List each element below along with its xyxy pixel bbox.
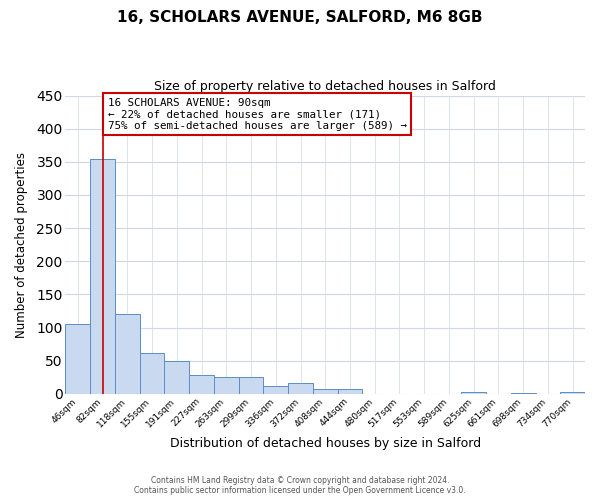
Y-axis label: Number of detached properties: Number of detached properties (15, 152, 28, 338)
Bar (90, 158, 115, 394)
Text: 16, SCHOLARS AVENUE, SALFORD, M6 8GB: 16, SCHOLARS AVENUE, SALFORD, M6 8GB (117, 10, 483, 25)
Bar (164, 362, 189, 394)
Bar (560, 392, 585, 394)
Bar (140, 354, 164, 394)
Bar (338, 388, 362, 394)
Bar (288, 383, 313, 394)
Bar (239, 377, 263, 394)
Title: Size of property relative to detached houses in Salford: Size of property relative to detached ho… (154, 80, 496, 93)
Text: Contains HM Land Registry data © Crown copyright and database right 2024.
Contai: Contains HM Land Registry data © Crown c… (134, 476, 466, 495)
Bar (115, 314, 140, 394)
Text: 16 SCHOLARS AVENUE: 90sqm
← 22% of detached houses are smaller (171)
75% of semi: 16 SCHOLARS AVENUE: 90sqm ← 22% of detac… (107, 98, 407, 130)
Bar (65, 324, 90, 394)
Bar (313, 389, 338, 394)
Bar (214, 376, 239, 394)
X-axis label: Distribution of detached houses by size in Salford: Distribution of detached houses by size … (170, 437, 481, 450)
Bar (189, 374, 214, 394)
Bar (263, 386, 288, 394)
Bar (461, 392, 486, 394)
Bar (511, 393, 536, 394)
